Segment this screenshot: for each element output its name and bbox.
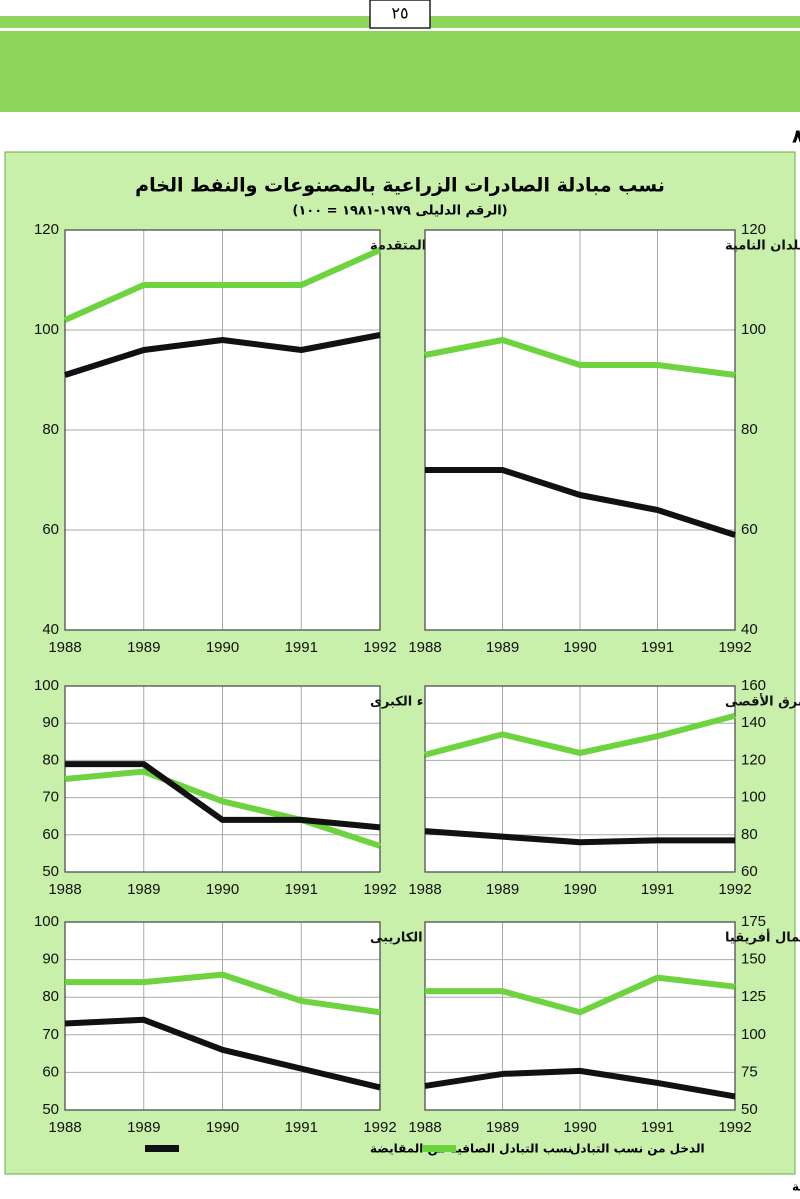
y-tick-label: 80 [42,421,59,438]
series-line [424,712,736,758]
x-tick-label: 1990 [563,639,596,656]
series-line [63,247,382,323]
source-note: المصدر: منظمة الأغذية والزراعة [792,1179,800,1195]
figure-title: نسب مبادلة الصادرات الزراعية بالمصنوعات … [135,175,665,197]
y-tick-label: 60 [42,1063,59,1080]
y-tick-label: 100 [741,1026,766,1043]
x-tick-label: 1989 [127,881,160,898]
y-tick-label: 100 [34,321,59,338]
y-tick-label: 50 [42,1101,59,1118]
series-line [425,467,736,538]
y-tick-label: 125 [741,988,766,1005]
y-tick-label: 50 [42,863,59,880]
series-line [64,332,381,378]
x-tick-label: 1990 [563,881,596,898]
x-tick-label: 1989 [486,639,519,656]
x-tick-label: 1991 [285,881,318,898]
y-tick-label: 50 [741,1101,758,1118]
y-tick-label: 90 [42,951,59,968]
legend-label: الدخل من نسب التبادل [570,1142,705,1156]
panel-title: جميع البلدان النامية [725,239,800,254]
x-tick-label: 1991 [285,1119,318,1136]
y-tick-label: 100 [34,677,59,694]
x-tick-label: 1991 [641,1119,674,1136]
y-tick-label: 160 [741,677,766,694]
legend-label: نسب التبادل الصافية من المقايضة [370,1142,572,1156]
y-tick-label: 150 [741,951,766,968]
x-tick-label: 1992 [363,881,396,898]
x-tick-label: 1988 [408,1119,441,1136]
legend-swatch [422,1145,456,1152]
header-rule [0,28,800,31]
y-tick-label: 60 [42,521,59,538]
y-tick-label: 70 [42,1026,59,1043]
panel-title: الشرق الأقصى [725,693,800,710]
y-tick-label: 120 [741,751,766,768]
x-tick-label: 1990 [206,881,239,898]
y-tick-label: 60 [42,826,59,843]
plot-frame [424,229,736,631]
figure-subtitle: (الرقم الدليلى ١٩٧٩-١٩٨١ = ١٠٠) [292,204,507,219]
x-tick-label: 1991 [641,881,674,898]
y-tick-label: 120 [741,221,766,238]
series-line [64,1016,381,1091]
x-tick-label: 1989 [127,1119,160,1136]
y-tick-label: 80 [741,421,758,438]
x-tick-label: 1988 [408,639,441,656]
page-number: ٢٥ [391,4,408,23]
plot-frame [64,921,381,1111]
figure-label: البيان ٨ [792,126,800,148]
legend-swatch [145,1145,179,1152]
y-tick-label: 75 [741,1063,758,1080]
series-line [424,1067,736,1100]
y-tick-label: 80 [741,826,758,843]
x-tick-label: 1992 [363,639,396,656]
y-tick-label: 100 [34,913,59,930]
y-tick-label: 80 [42,751,59,768]
series-line [64,768,381,849]
y-tick-label: 60 [741,521,758,538]
x-tick-label: 1989 [486,881,519,898]
plot-frame [64,229,381,631]
series-line [424,337,736,378]
x-tick-label: 1989 [486,1119,519,1136]
y-tick-label: 120 [34,221,59,238]
y-tick-label: 90 [42,714,59,731]
x-tick-label: 1988 [48,639,81,656]
panel-title: الشرق الأدنى وشمال أفريقيا [725,929,800,946]
series-line [65,761,381,831]
plot-frame [424,921,736,1111]
x-tick-label: 1988 [48,1119,81,1136]
series-line [425,974,736,1016]
x-tick-label: 1992 [718,881,751,898]
y-tick-label: 40 [741,621,758,638]
y-tick-label: 60 [741,863,758,880]
series-line [424,828,735,846]
x-tick-label: 1988 [408,881,441,898]
x-tick-label: 1992 [718,1119,751,1136]
x-tick-label: 1991 [285,639,318,656]
x-tick-label: 1990 [206,639,239,656]
x-tick-label: 1988 [48,881,81,898]
y-tick-label: 40 [42,621,59,638]
x-tick-label: 1992 [363,1119,396,1136]
x-tick-label: 1992 [718,639,751,656]
plot-frame [424,685,736,873]
y-tick-label: 175 [741,913,766,930]
y-tick-label: 70 [42,789,59,806]
y-tick-label: 100 [741,789,766,806]
series-line [65,971,381,1016]
x-tick-label: 1990 [563,1119,596,1136]
y-tick-label: 140 [741,714,766,731]
x-tick-label: 1989 [127,639,160,656]
page-number-box [369,0,431,29]
x-tick-label: 1991 [641,639,674,656]
y-tick-label: 100 [741,321,766,338]
y-tick-label: 80 [42,988,59,1005]
charts: 40 60 80 100 120 1988 1989 1990 1991 1992 جميع الب… [34,221,800,1136]
x-tick-label: 1990 [206,1119,239,1136]
